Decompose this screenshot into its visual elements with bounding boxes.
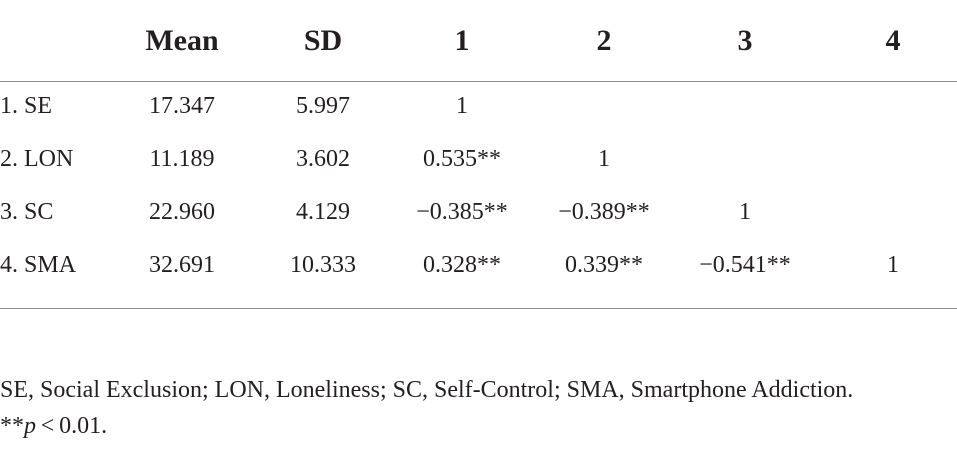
table-bottom-rule (0, 308, 957, 309)
significance-threshold: < 0.01. (36, 413, 108, 439)
abbreviations-note: SE, Social Exclusion; LON, Loneliness; S… (0, 377, 854, 403)
row-label: 4. SMA (0, 252, 77, 278)
cell-mean: 17.347 (149, 93, 215, 119)
cell-mean: 22.960 (149, 199, 215, 225)
cell-mean: 32.691 (149, 252, 215, 278)
cell-col-2: 0.339** (565, 252, 643, 278)
cell-col-3: −0.541** (699, 252, 791, 278)
column-header-3: 3 (737, 24, 753, 57)
table-row: 4. SMA 32.691 10.333 0.328** 0.339** −0.… (0, 250, 957, 303)
table-row: 1. SE 17.347 5.997 1 (0, 91, 957, 144)
cell-sd: 3.602 (296, 146, 350, 172)
column-header-2: 2 (596, 24, 612, 57)
column-header-sd: SD (303, 24, 343, 57)
cell-col-4: 1 (887, 252, 899, 278)
cell-col-1: 1 (456, 93, 468, 119)
significance-note: **p < 0.01. (0, 408, 957, 444)
table-header-row: Mean SD 1 2 3 4 (0, 0, 957, 82)
cell-col-2: −0.389** (558, 199, 650, 225)
row-label: 2. LON (0, 146, 74, 172)
cell-col-1: 0.328** (423, 252, 501, 278)
cell-sd: 10.333 (290, 252, 356, 278)
significance-stars: ** (0, 413, 24, 439)
cell-col-3: 1 (739, 199, 751, 225)
column-header-4: 4 (885, 24, 901, 57)
cell-col-1: −0.385** (416, 199, 508, 225)
row-label: 1. SE (0, 93, 53, 119)
table-top-rule (0, 81, 957, 82)
row-label: 3. SC (0, 199, 54, 225)
cell-mean: 11.189 (149, 146, 215, 172)
cell-col-1: 0.535** (423, 146, 501, 172)
table-row: 3. SC 22.960 4.129 −0.385** −0.389** 1 (0, 197, 957, 250)
table-row: 2. LON 11.189 3.602 0.535** 1 (0, 144, 957, 197)
cell-col-2: 1 (598, 146, 610, 172)
significance-p: p (24, 413, 36, 439)
cell-sd: 5.997 (296, 93, 350, 119)
column-header-mean: Mean (145, 24, 219, 57)
table-footnotes: SE, Social Exclusion; LON, Loneliness; S… (0, 372, 957, 444)
cell-sd: 4.129 (296, 199, 350, 225)
column-header-1: 1 (454, 24, 470, 57)
